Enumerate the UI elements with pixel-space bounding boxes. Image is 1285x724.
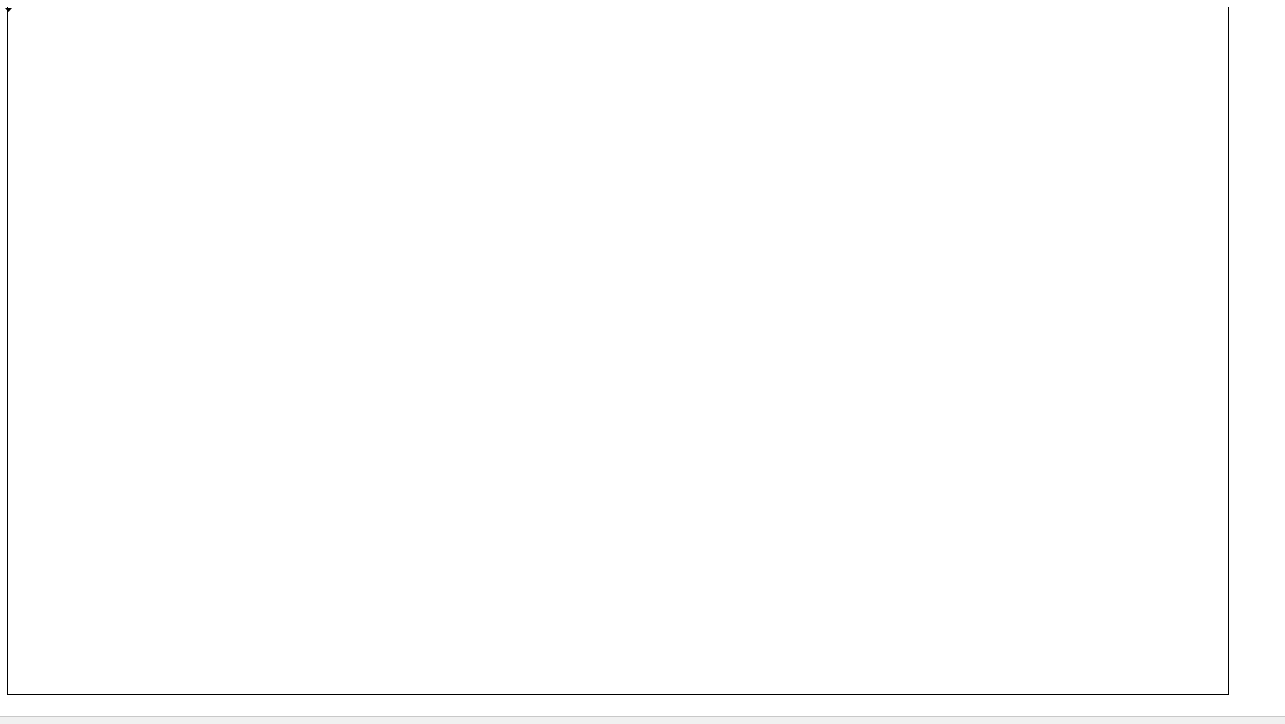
- price-axis-spine: [1228, 7, 1229, 695]
- window-bottom-strip: [0, 716, 1285, 724]
- indicator-overlay: [7, 7, 1228, 695]
- chart-plot-area[interactable]: [7, 7, 1228, 695]
- symbol-header: [0, 0, 25, 18]
- triangle-down-icon[interactable]: [0, 1, 16, 17]
- price-axis[interactable]: [1228, 0, 1285, 723]
- plot-left-border: [7, 7, 8, 695]
- plot-bottom-border: [7, 694, 1228, 695]
